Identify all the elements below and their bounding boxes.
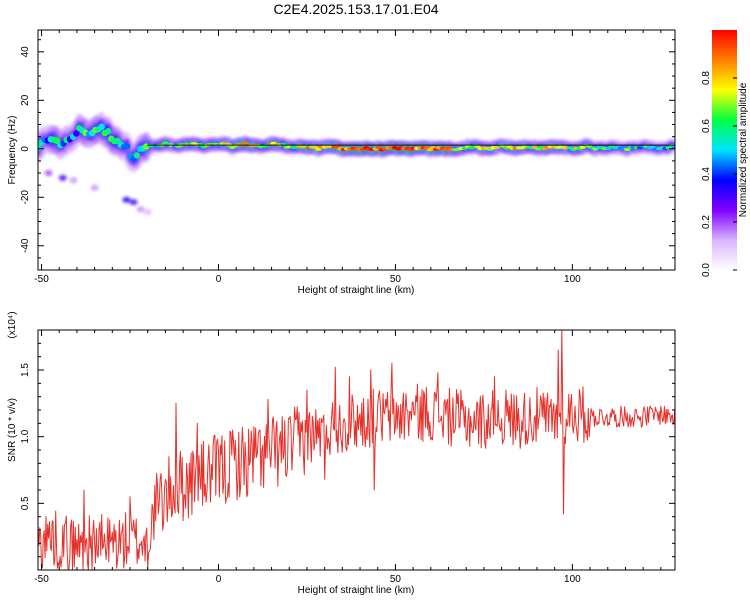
snr-ytick-label-0: 1.5 <box>20 363 31 377</box>
heat-core-cell-0 <box>38 144 42 151</box>
spectrogram-core <box>38 123 675 162</box>
spectrogram-ytick-label-0: 40 <box>20 46 31 58</box>
heat-core-cell-28 <box>123 143 131 150</box>
snr-xlabel: Height of straight line (km) <box>298 585 415 596</box>
heat-core-cell-12 <box>73 130 80 137</box>
spectrogram-xtick-label-3: 100 <box>564 274 581 285</box>
spectrogram-ytick-label-4: -40 <box>20 238 31 253</box>
heat-isolated-blob-1 <box>58 174 67 181</box>
snr-ylabel: SNR (10 * v/v) <box>7 398 18 462</box>
heat-core-cell-88 <box>315 147 322 151</box>
spectrogram-ytick-label-3: -20 <box>20 190 31 205</box>
spectrogram-ylabel: Frequency (Hz) <box>7 116 18 185</box>
figure-title: C2E4.2025.153.17.01.E04 <box>273 1 438 17</box>
spectrogram-panel: -50 0 50 100 40 20 0 -20 -40 Height of straight … <box>7 29 676 296</box>
heat-isolated-blob-7 <box>143 208 152 215</box>
heat-isolated-blob-3 <box>90 184 99 191</box>
snr-background <box>38 330 675 570</box>
colorbar-tick-label-2: 0.4 <box>701 167 712 181</box>
heat-core-cell-31 <box>133 152 140 159</box>
heat-core-cell-22 <box>104 128 112 135</box>
snr-xtick-label-1: 0 <box>216 574 222 585</box>
snr-series-line <box>38 330 675 570</box>
heat-core-cell-20 <box>98 123 105 130</box>
heat-core-cell-107 <box>375 146 382 150</box>
heat-isolated-blob-2 <box>69 177 78 184</box>
spectrogram-xtick-label-0: -50 <box>34 274 49 285</box>
colorbar-ticks: 0.0 0.2 0.4 0.6 0.8 <box>701 71 737 277</box>
snr-multiplier: (x10⁴) <box>7 311 18 338</box>
spectrogram-frame <box>37 29 676 271</box>
spectrogram-ytick-label-2: 0 <box>20 146 31 152</box>
spectrogram-xtick-label-1: 0 <box>216 274 222 285</box>
snr-xtick-label-0: -50 <box>34 574 49 585</box>
spectrogram-ytick-label-1: 20 <box>20 94 31 106</box>
snr-ticks: -50 0 50 100 1.5 1.0 0.5 <box>20 329 675 585</box>
colorbar-label: Normalized spectral amplitude <box>738 82 749 217</box>
heat-isolated-blob-6 <box>136 206 145 213</box>
snr-ytick-label-1: 1.0 <box>20 429 31 443</box>
colorbar: 0.0 0.2 0.4 0.6 0.8 Normalized spectral ampl… <box>701 30 749 277</box>
heat-isolated-blob-5 <box>129 199 138 206</box>
snr-xtick-label-3: 100 <box>564 574 581 585</box>
spectrogram-xlabel: Height of straight line (km) <box>298 285 415 296</box>
heat-isolated-blob-0 <box>44 170 53 177</box>
heat-isolated-blob-4 <box>122 196 131 203</box>
colorbar-tick-label-4: 0.8 <box>701 71 712 85</box>
colorbar-tick-label-3: 0.6 <box>701 119 712 133</box>
colorbar-tick-label-0: 0.0 <box>701 263 712 277</box>
snr-xtick-label-2: 50 <box>390 574 402 585</box>
spectrogram-xtick-label-2: 50 <box>390 274 402 285</box>
colorbar-tick-label-1: 0.2 <box>701 215 712 229</box>
snr-panel: -50 0 50 100 1.5 1.0 0.5 Height of straight li… <box>7 311 676 596</box>
spectrogram-ticks: -50 0 50 100 40 20 0 -20 -40 <box>20 30 675 285</box>
colorbar-bar <box>712 30 737 270</box>
snr-ytick-label-2: 0.5 <box>20 496 31 510</box>
